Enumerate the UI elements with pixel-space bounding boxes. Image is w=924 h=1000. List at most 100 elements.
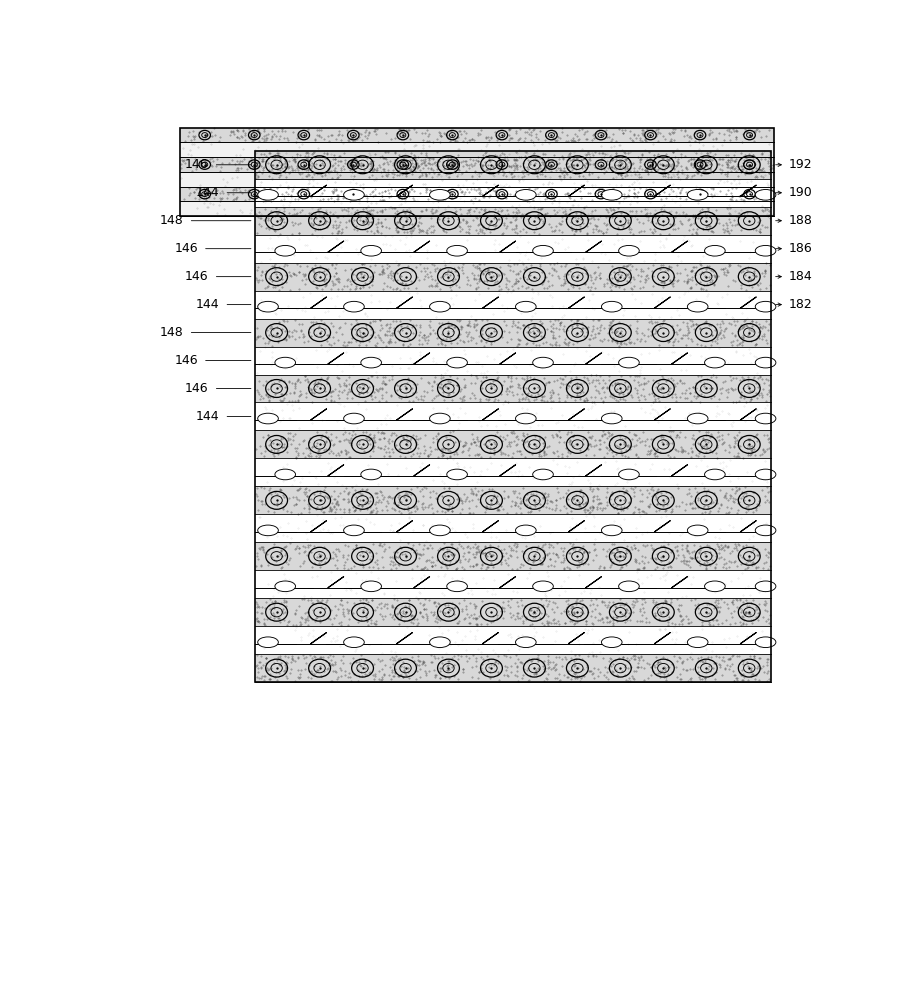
Ellipse shape [258,190,278,200]
Bar [255,207,771,235]
Ellipse shape [687,190,708,200]
Ellipse shape [602,637,622,648]
Ellipse shape [258,637,278,648]
Ellipse shape [705,357,725,368]
Ellipse shape [258,301,278,312]
Bar [255,626,771,654]
Ellipse shape [258,413,278,424]
Bar [255,542,771,570]
Ellipse shape [533,245,553,256]
Ellipse shape [344,637,364,648]
Ellipse shape [705,469,725,480]
Ellipse shape [344,413,364,424]
Bar [255,179,771,207]
Ellipse shape [687,637,708,648]
Ellipse shape [619,357,639,368]
Ellipse shape [516,525,536,536]
Bar [255,654,771,682]
Bar [180,187,774,201]
Ellipse shape [447,581,468,592]
Text: 188: 188 [789,214,812,227]
Ellipse shape [447,469,468,480]
Bar [180,172,774,187]
Ellipse shape [275,581,296,592]
Ellipse shape [755,245,776,256]
Bar [255,402,771,430]
Ellipse shape [755,469,776,480]
Ellipse shape [361,469,382,480]
Text: 192: 192 [789,158,812,171]
Ellipse shape [361,581,382,592]
Ellipse shape [344,190,364,200]
Ellipse shape [755,357,776,368]
Ellipse shape [619,469,639,480]
Ellipse shape [687,525,708,536]
Ellipse shape [430,413,450,424]
Bar [255,598,771,626]
Ellipse shape [275,245,296,256]
Text: 144: 144 [196,410,219,423]
Ellipse shape [687,413,708,424]
Bar [255,319,771,347]
Ellipse shape [361,245,382,256]
Ellipse shape [755,413,776,424]
Ellipse shape [619,581,639,592]
Text: 144: 144 [196,186,219,199]
Bar [255,514,771,542]
Ellipse shape [533,357,553,368]
Ellipse shape [516,190,536,200]
Bar [180,157,774,172]
Bar [255,151,771,682]
Bar [255,151,771,179]
Ellipse shape [755,637,776,648]
Bar [180,128,774,216]
Ellipse shape [344,525,364,536]
Ellipse shape [602,525,622,536]
Ellipse shape [447,245,468,256]
Ellipse shape [275,357,296,368]
Ellipse shape [755,190,776,200]
Ellipse shape [533,469,553,480]
Ellipse shape [344,301,364,312]
Bar [255,291,771,319]
Bar [255,458,771,486]
Bar [255,486,771,514]
Ellipse shape [602,190,622,200]
Ellipse shape [430,301,450,312]
Bar [180,128,774,142]
Ellipse shape [533,581,553,592]
Ellipse shape [705,245,725,256]
Ellipse shape [258,525,278,536]
Text: 146: 146 [175,242,198,255]
Ellipse shape [755,581,776,592]
Ellipse shape [361,357,382,368]
Ellipse shape [755,301,776,312]
Text: 146: 146 [185,270,209,283]
Bar [255,375,771,402]
Text: 144: 144 [196,298,219,311]
Ellipse shape [755,525,776,536]
Ellipse shape [430,525,450,536]
Ellipse shape [687,301,708,312]
Ellipse shape [447,357,468,368]
Bar [255,263,771,291]
Ellipse shape [430,190,450,200]
Ellipse shape [705,581,725,592]
Text: 182: 182 [789,298,812,311]
Bar [180,142,774,157]
Text: 146: 146 [185,158,209,171]
Ellipse shape [602,301,622,312]
Text: 146: 146 [185,382,209,395]
Text: 190: 190 [789,186,812,199]
Text: 184: 184 [789,270,812,283]
Ellipse shape [516,413,536,424]
Ellipse shape [619,245,639,256]
Text: 148: 148 [160,326,184,339]
Bar [180,201,774,216]
Text: 186: 186 [789,242,812,255]
Ellipse shape [516,637,536,648]
Ellipse shape [275,469,296,480]
Text: 146: 146 [175,354,198,367]
Ellipse shape [430,637,450,648]
Bar [255,235,771,263]
